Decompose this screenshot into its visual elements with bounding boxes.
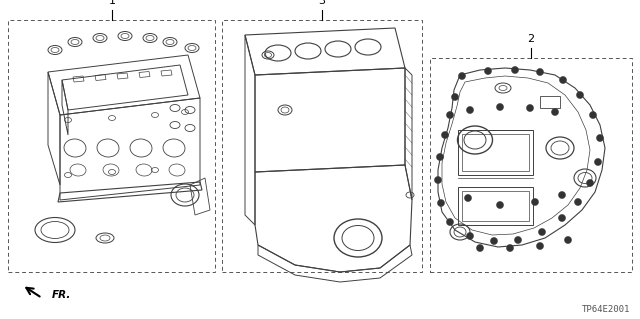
Circle shape: [447, 112, 454, 118]
Circle shape: [467, 107, 474, 114]
Circle shape: [511, 66, 518, 73]
Text: FR.: FR.: [52, 290, 72, 300]
Circle shape: [436, 153, 444, 160]
Circle shape: [552, 108, 559, 115]
Circle shape: [451, 93, 458, 100]
Circle shape: [467, 233, 474, 240]
Bar: [458, 130, 533, 175]
Circle shape: [515, 236, 522, 243]
Text: 3: 3: [319, 0, 326, 6]
Text: TP64E2001: TP64E2001: [582, 305, 630, 314]
Bar: [462, 134, 529, 171]
Circle shape: [595, 159, 602, 166]
Circle shape: [497, 202, 504, 209]
Circle shape: [506, 244, 513, 251]
Text: 2: 2: [527, 34, 534, 44]
Circle shape: [536, 69, 543, 76]
Circle shape: [465, 195, 472, 202]
Circle shape: [484, 68, 492, 75]
Circle shape: [559, 191, 566, 198]
Circle shape: [596, 135, 604, 142]
Circle shape: [435, 176, 442, 183]
Text: 1: 1: [109, 0, 115, 6]
Circle shape: [559, 77, 566, 84]
Circle shape: [442, 131, 449, 138]
Circle shape: [559, 214, 566, 221]
Bar: [430, 58, 632, 272]
Bar: [8, 20, 215, 272]
Bar: [222, 20, 422, 272]
Circle shape: [458, 72, 465, 79]
Circle shape: [577, 92, 584, 99]
Circle shape: [490, 238, 497, 244]
Circle shape: [438, 199, 445, 206]
Circle shape: [531, 198, 538, 205]
Bar: [458, 187, 533, 225]
Circle shape: [536, 242, 543, 249]
Circle shape: [538, 228, 545, 235]
Circle shape: [497, 103, 504, 110]
Circle shape: [477, 244, 483, 251]
Bar: [462, 191, 529, 221]
Circle shape: [527, 105, 534, 112]
Circle shape: [586, 180, 593, 187]
Circle shape: [589, 112, 596, 118]
Circle shape: [564, 236, 572, 243]
Circle shape: [575, 198, 582, 205]
Bar: [540, 96, 560, 108]
Circle shape: [447, 219, 454, 226]
